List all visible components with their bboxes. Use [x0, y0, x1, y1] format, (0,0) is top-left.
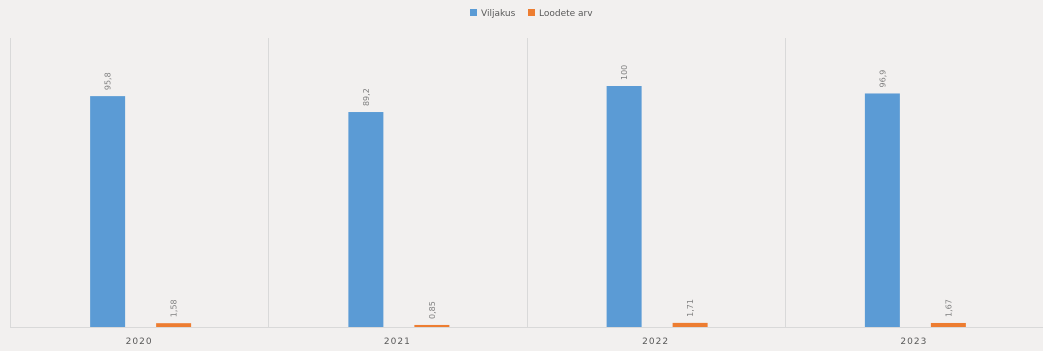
- data-label-loodete-arv-2020: 1,58: [170, 299, 179, 317]
- data-label-loodete-arv-2022: 1,71: [686, 299, 695, 317]
- legend-swatch-loodete-arv: [528, 9, 535, 16]
- bar-loodete-arv-2020: [156, 323, 192, 327]
- x-tick-label-2023: 2023: [900, 337, 927, 347]
- legend-label-loodete-arv: Loodete arv: [539, 9, 593, 19]
- data-label-viljakus-2020: 95,8: [104, 72, 113, 90]
- x-tick-label-2021: 2021: [384, 337, 411, 347]
- bar-viljakus-2020: [90, 96, 126, 327]
- bar-loodete-arv-2022: [672, 322, 708, 327]
- data-label-viljakus-2022: 100: [620, 65, 629, 80]
- bar-viljakus-2022: [606, 86, 642, 327]
- x-tick-label-2022: 2022: [642, 337, 669, 347]
- bar-loodete-arv-2023: [930, 322, 966, 327]
- bar-viljakus-2021: [348, 112, 384, 327]
- legend-label-viljakus: Viljakus: [481, 9, 516, 19]
- data-label-viljakus-2023: 96,9: [878, 70, 887, 88]
- plot-area: 2020 95,8 1,58 2021 89,2 0,85 2022 100 1,71 2023 9…: [10, 38, 1043, 347]
- data-label-loodete-arv-2023: 1,67: [944, 299, 953, 317]
- x-tick-label-2020: 2020: [126, 337, 153, 347]
- bar-loodete-arv-2021: [414, 324, 450, 327]
- legend-swatch-viljakus: [470, 9, 477, 16]
- bar-viljakus-2023: [864, 93, 900, 327]
- data-label-viljakus-2021: 89,2: [362, 88, 371, 106]
- legend: Viljakus Loodete arv: [470, 9, 593, 19]
- data-label-loodete-arv-2021: 0,85: [428, 301, 437, 319]
